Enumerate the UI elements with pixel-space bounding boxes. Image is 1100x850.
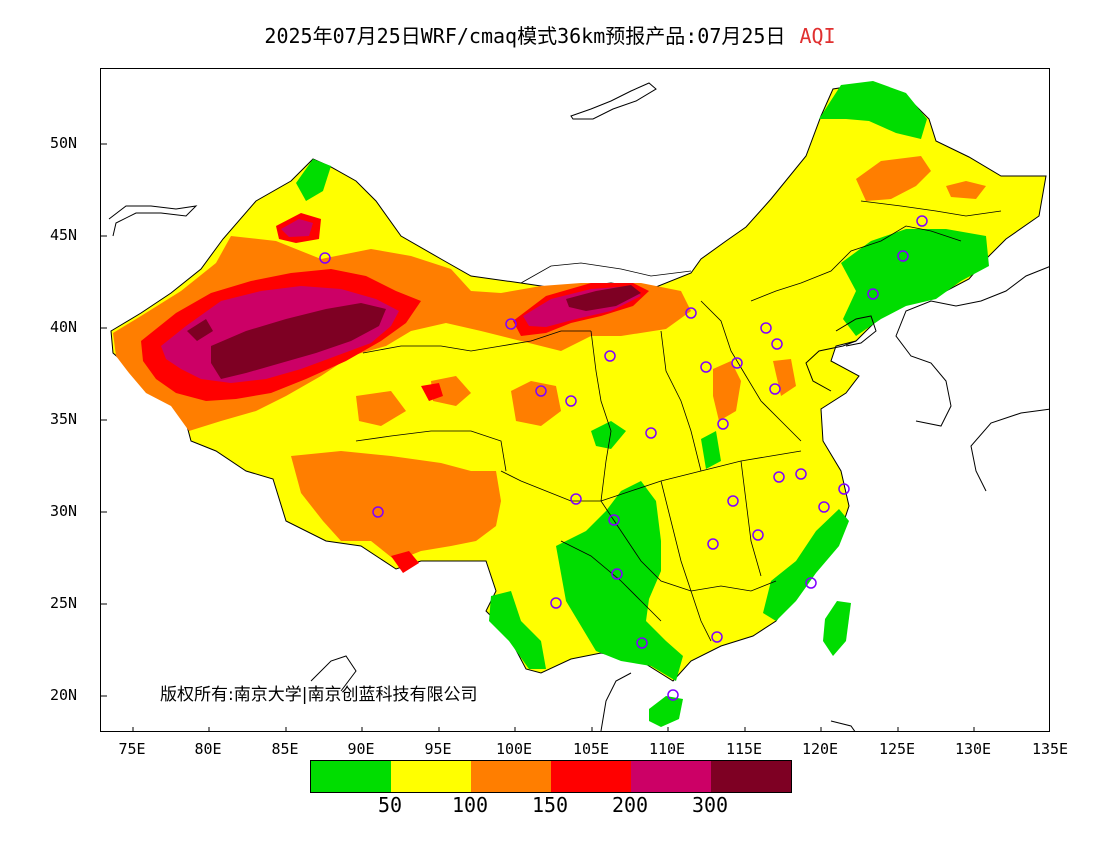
lon-tick-90e: 90E: [347, 740, 375, 758]
lat-tick-25n: 25N: [50, 594, 78, 612]
lon-tick-85e: 85E: [271, 740, 299, 758]
lon-tick-95e: 95E: [424, 740, 452, 758]
map-panel: [100, 68, 1050, 732]
lat-tick-40n: 40N: [50, 318, 78, 336]
lon-tick-80e: 80E: [194, 740, 222, 758]
legend-label-150: 150: [531, 793, 569, 817]
legend-swatch-very-unhealthy: [631, 761, 711, 792]
lat-tick-50n: 50N: [50, 134, 78, 152]
title-main: 2025年07月25日WRF/cmaq模式36km预报产品:07月25日: [264, 24, 786, 48]
lon-tick-110e: 110E: [648, 740, 686, 758]
lon-tick-75e: 75E: [118, 740, 146, 758]
legend-swatch-usg: [471, 761, 551, 792]
monitoring-stations: [319, 215, 928, 701]
legend-swatch-hazardous: [711, 761, 791, 792]
lon-tick-120e: 120E: [801, 740, 839, 758]
lat-tick-30n: 30N: [50, 502, 78, 520]
aqi-good-zones: [296, 81, 989, 727]
legend-label-200: 200: [611, 793, 649, 817]
legend-swatch-unhealthy: [551, 761, 631, 792]
lat-tick-20n: 20N: [50, 686, 78, 704]
lon-tick-125e: 125E: [878, 740, 916, 758]
province-borders: [355, 200, 1002, 642]
lon-tick-100e: 100E: [495, 740, 533, 758]
axis-ticks: [101, 143, 975, 731]
coastlines: [108, 82, 1049, 731]
lon-tick-130e: 130E: [954, 740, 992, 758]
lat-tick-45n: 45N: [50, 226, 78, 244]
map-title: 2025年07月25日WRF/cmaq模式36km预报产品:07月25日 AQI: [0, 20, 1100, 49]
legend-swatch-moderate: [391, 761, 471, 792]
copyright-text: 版权所有:南京大学|南京创蓝科技有限公司: [160, 685, 478, 705]
aqi-map: [101, 81, 1049, 731]
lon-tick-105e: 105E: [572, 740, 610, 758]
title-variable: AQI: [799, 24, 836, 48]
legend-label-300: 300: [691, 793, 729, 817]
legend-label-100: 100: [451, 793, 489, 817]
aqi-hazardous-zones: [187, 285, 641, 379]
legend-label-50: 50: [377, 793, 403, 817]
lon-tick-115e: 115E: [725, 740, 763, 758]
legend-swatch-good: [311, 761, 391, 792]
lat-tick-35n: 35N: [50, 410, 78, 428]
lon-tick-135e: 135E: [1031, 740, 1069, 758]
aqi-legend: [310, 760, 792, 793]
